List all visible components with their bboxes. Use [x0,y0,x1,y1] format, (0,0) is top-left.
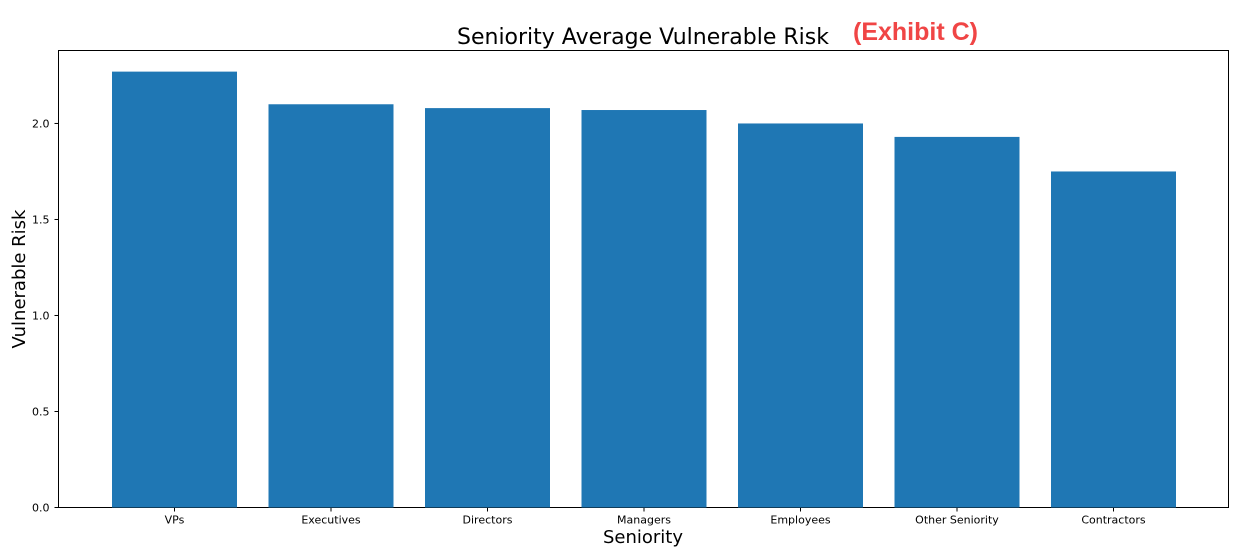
x-tick-label: Employees [770,514,830,527]
bar-vps [112,71,237,508]
bar-contractors [1051,171,1176,508]
bar-other-seniority [894,136,1020,508]
bars-group [112,71,1176,508]
y-tick-label: 0.5 [32,405,50,418]
x-tick-label: Directors [463,514,513,527]
chart-title: Seniority Average Vulnerable Risk [457,25,829,50]
y-axis-label: Vulnerable Risk [9,209,30,349]
x-ticks-group: VPs Executives Directors Managers Employees O… [165,507,1146,527]
y-tick-label: 1.5 [32,213,50,226]
x-tick-label: Executives [301,514,361,527]
y-tick-label: 1.0 [32,309,50,322]
y-ticks-group: 0.0 0.5 1.0 1.5 2.0 [32,117,59,515]
x-tick-label: VPs [165,514,185,527]
y-tick-label: 2.0 [32,117,50,130]
x-axis-label: Seniority [603,527,683,547]
x-tick-label: Contractors [1081,514,1146,527]
y-tick-label: 0.0 [32,502,50,515]
bar-managers [581,110,707,508]
bar-executives [268,104,394,508]
x-tick-label: Managers [617,514,671,527]
bar-directors [425,108,550,508]
exhibit-label: (Exhibit C) [853,18,978,46]
x-tick-label: Other Seniority [915,514,999,527]
bar-employees [738,123,863,508]
